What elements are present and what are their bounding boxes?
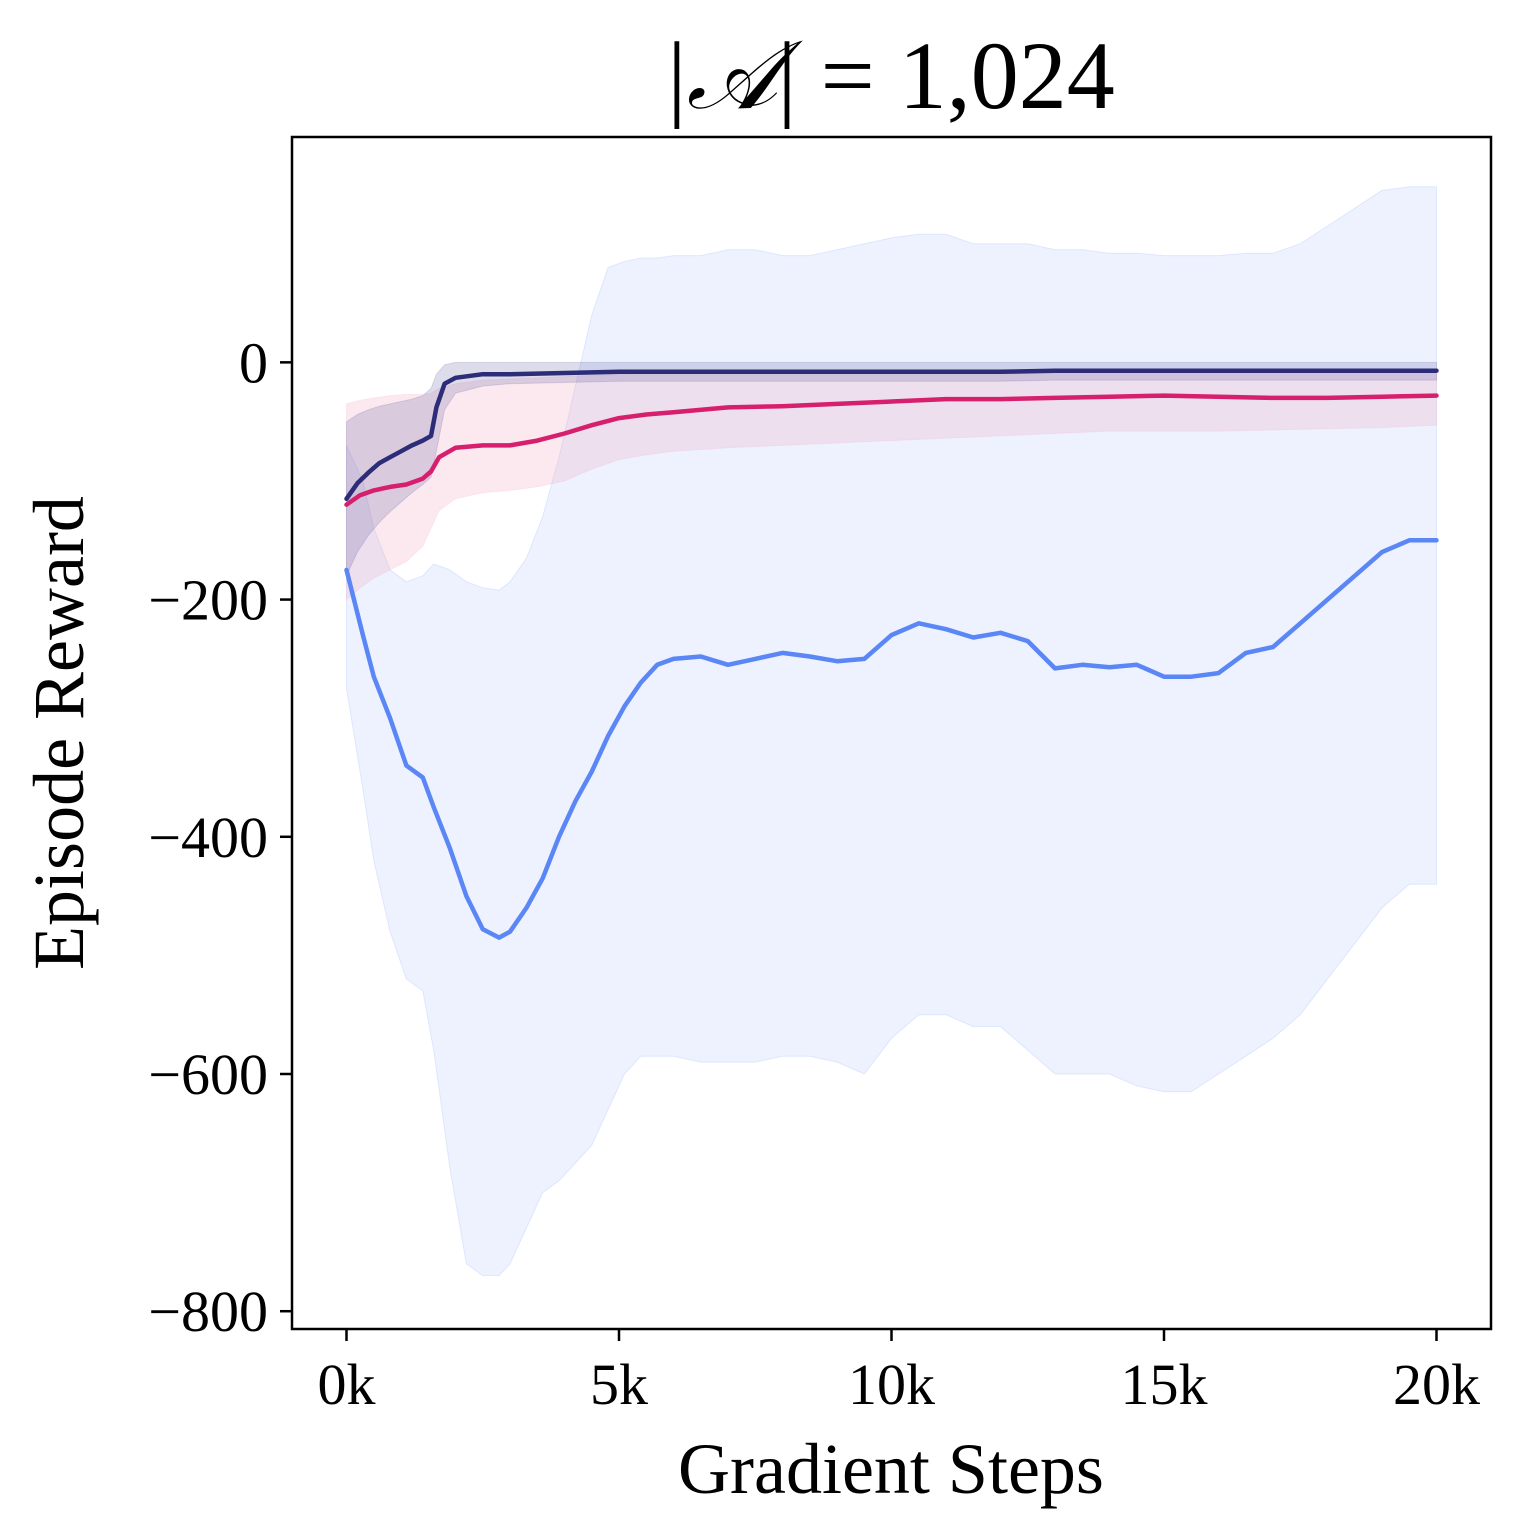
x-tick-label: 0k xyxy=(318,1352,376,1417)
x-axis-label: Gradient Steps xyxy=(678,1429,1104,1509)
y-tick-label: −400 xyxy=(148,805,268,870)
series-2-line xyxy=(344,393,1439,507)
series-1-band xyxy=(346,186,1437,1277)
confidence-bands xyxy=(346,186,1437,1277)
x-tick-label: 20k xyxy=(1393,1352,1480,1417)
chart-title-prefix: | xyxy=(667,22,686,129)
x-tick-label: 10k xyxy=(848,1352,935,1417)
series-3-line xyxy=(344,368,1439,502)
y-axis-label: Episode Reward xyxy=(19,496,99,970)
series-lines xyxy=(344,368,1439,940)
x-tick-label: 5k xyxy=(590,1352,648,1417)
series-3-band xyxy=(346,361,1437,577)
y-tick-label: −600 xyxy=(148,1042,268,1107)
y-tick-label: −800 xyxy=(148,1279,268,1344)
y-tick-label: 0 xyxy=(239,330,268,395)
series-1-line xyxy=(344,538,1439,940)
x-axis-ticks: 0k 5k 10k 15k 20k xyxy=(318,1329,1480,1417)
series-2-band xyxy=(346,370,1437,601)
x-tick-label: 15k xyxy=(1121,1352,1208,1417)
chart-title-suffix: | = 1,024 xyxy=(777,22,1114,129)
y-tick-label: −200 xyxy=(148,568,268,633)
chart-title: |𝒜| = 1,024 xyxy=(667,19,1114,131)
y-axis-ticks: −800 −600 −400 −200 0 xyxy=(148,330,292,1344)
